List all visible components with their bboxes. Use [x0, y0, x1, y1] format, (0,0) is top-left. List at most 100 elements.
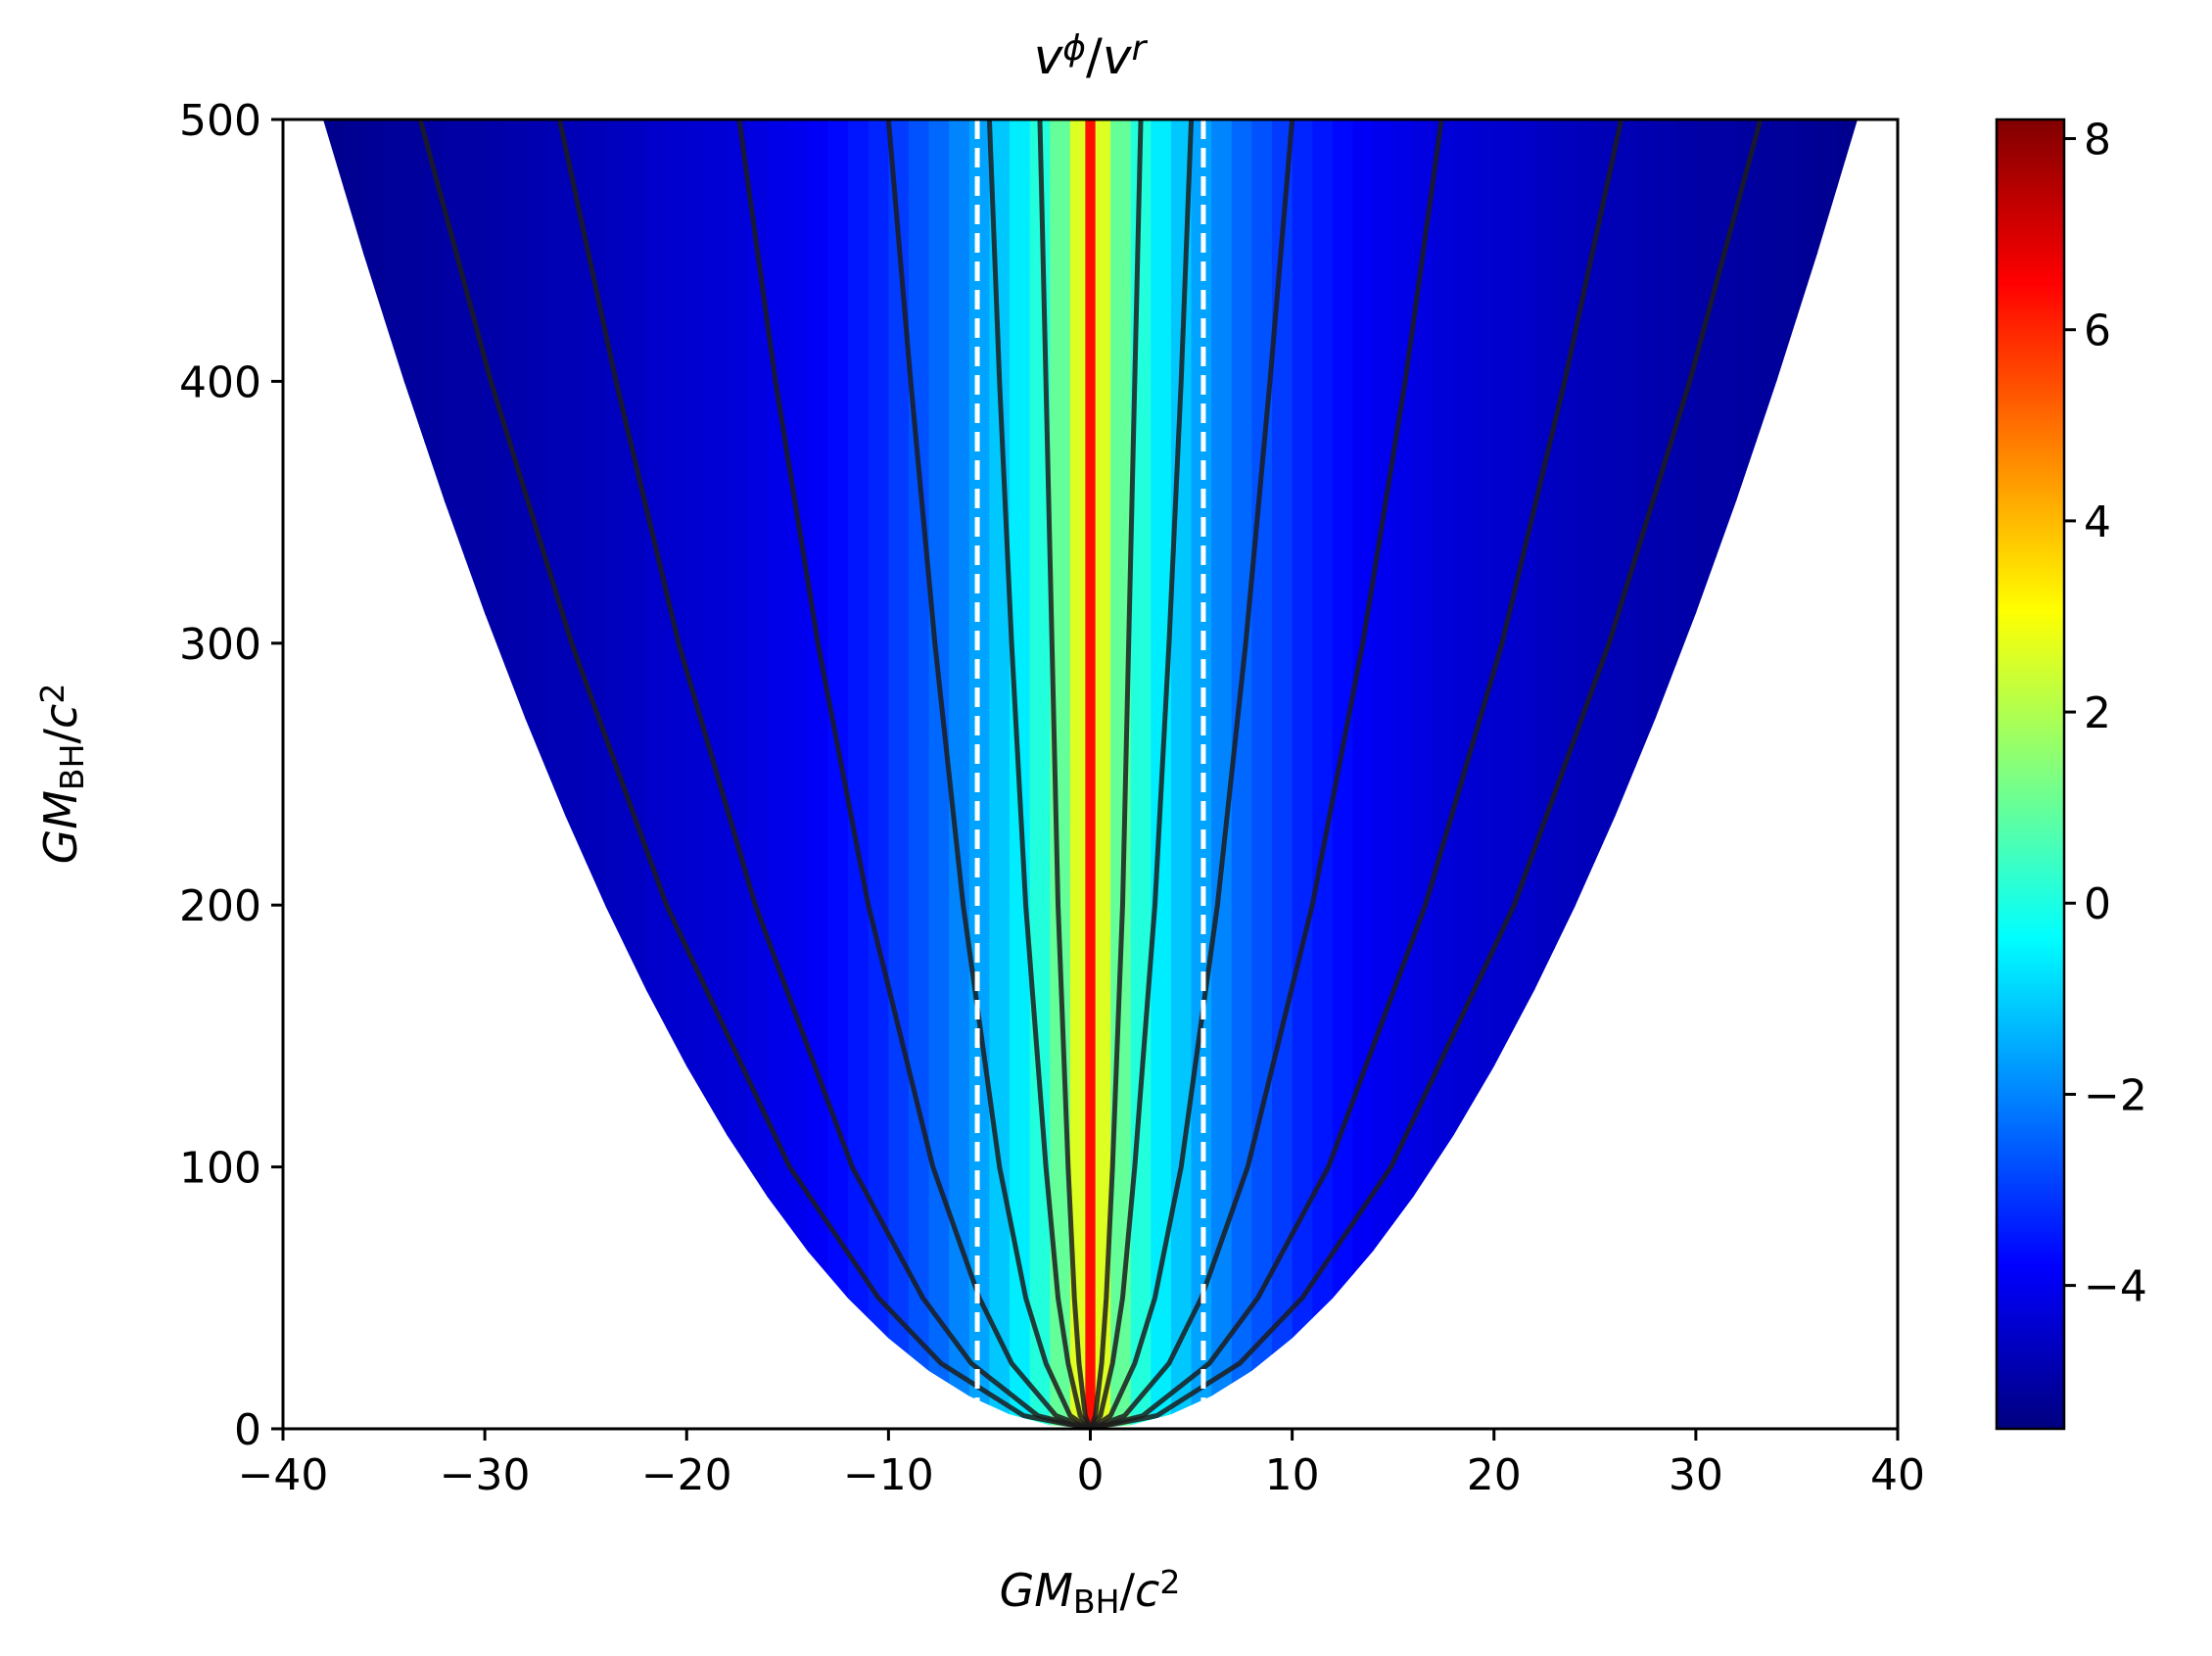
colorbar-tick-label: 0 — [2084, 879, 2111, 929]
contour-line — [1088, 119, 1144, 1429]
text-segment: r — [1131, 28, 1148, 69]
heatmap-cell — [807, 119, 829, 1429]
heatmap-cell — [1514, 119, 1535, 1429]
heatmap-cell — [1130, 119, 1152, 1429]
chart-title: vϕ/vr — [1034, 28, 1149, 85]
heatmap-cell — [1493, 119, 1515, 1429]
heatmap-cell — [343, 119, 365, 1429]
heatmap-cell — [485, 119, 506, 1429]
text-segment: GM — [1000, 1564, 1073, 1617]
x-tick-label: 0 — [1077, 1450, 1105, 1500]
text-segment: BH — [1073, 1583, 1120, 1621]
text-segment: 2 — [1159, 1563, 1180, 1601]
colorbar-tick-label: 4 — [2084, 497, 2111, 547]
axes-ticks: −40 −30 −20 −10 0 10 20 30 400100200300400500−4−… — [179, 96, 2147, 1500]
heatmap-cell — [565, 119, 587, 1429]
heatmap-cell — [1796, 119, 1818, 1429]
contour-line — [1089, 119, 1444, 1429]
y-tick-label: 200 — [179, 881, 261, 931]
heatmap-cell — [1554, 119, 1576, 1429]
heatmap-cell — [444, 119, 466, 1429]
heatmap-cell — [1655, 119, 1676, 1429]
y-tick-label: 100 — [179, 1144, 261, 1194]
heatmap-cell — [1292, 119, 1313, 1429]
contour-line — [1089, 119, 1295, 1429]
colorbar-tick-label: 6 — [2084, 307, 2111, 356]
text-segment: c — [34, 704, 87, 729]
heatmap-cell — [827, 119, 849, 1429]
heatmap-cell — [1332, 119, 1354, 1429]
y-tick-label: 400 — [179, 357, 261, 407]
contour-line — [986, 119, 1093, 1429]
text-segment: v — [1034, 28, 1064, 85]
heatmap-cell — [626, 119, 647, 1429]
heatmap-cell — [1594, 119, 1617, 1429]
heatmap-cell — [323, 119, 345, 1429]
x-tick-label: 20 — [1467, 1450, 1522, 1500]
contour-line — [1089, 119, 1624, 1429]
x-tick-label: −30 — [440, 1450, 531, 1500]
heatmap-cell — [504, 119, 526, 1429]
contour-line — [1090, 119, 1764, 1429]
heatmap-cell — [908, 119, 930, 1429]
y-axis-label: GMBH/c2 — [33, 684, 91, 865]
colorbar-tick-label: 8 — [2084, 116, 2111, 166]
heatmap-cell — [1635, 119, 1657, 1429]
contour-line — [556, 119, 1092, 1429]
heatmap-cell — [544, 119, 567, 1429]
text-segment: / — [1086, 28, 1103, 85]
text-segment: 2 — [33, 684, 71, 704]
heatmap-cell — [1312, 119, 1334, 1429]
heatmap-cell — [949, 119, 970, 1429]
x-tick-label: 10 — [1265, 1450, 1320, 1500]
heatmap-cell — [928, 119, 950, 1429]
heatmap-cell — [605, 119, 628, 1429]
colorbar-tick-label: 2 — [2084, 688, 2111, 738]
text-segment: / — [1120, 1564, 1136, 1617]
colorbar-tick-label: −2 — [2084, 1070, 2147, 1120]
heatmap-cell — [868, 119, 889, 1429]
heatmap-cell — [1231, 119, 1252, 1429]
heatmap-cell — [686, 119, 708, 1429]
heatmap-cell — [989, 119, 1011, 1429]
heatmap-cell — [525, 119, 546, 1429]
y-tick-label: 500 — [179, 96, 261, 146]
heatmap-cell — [1736, 119, 1758, 1429]
heatmap-cell — [787, 119, 809, 1429]
heatmap-cell — [767, 119, 788, 1429]
heatmap-cell — [424, 119, 446, 1429]
heatmap-cell — [363, 119, 385, 1429]
heatmap-cell — [888, 119, 910, 1429]
heatmap-cell — [1474, 119, 1495, 1429]
colorbar-tick-label: −4 — [2084, 1262, 2147, 1312]
contour-line — [1088, 119, 1195, 1429]
heatmap — [323, 119, 1858, 1429]
heatmap-cell — [1069, 119, 1086, 1429]
x-axis-label: GMBH/c2 — [1000, 1563, 1181, 1621]
contour-line — [1037, 119, 1093, 1429]
text-segment: / — [34, 728, 87, 743]
heatmap-cell — [1251, 119, 1273, 1429]
heatmap-cell — [1392, 119, 1414, 1429]
heatmap-cell — [1272, 119, 1294, 1429]
contours — [417, 119, 1764, 1429]
overlays — [974, 119, 1206, 1429]
heatmap-cell — [646, 119, 668, 1429]
x-tick-label: 40 — [1870, 1450, 1925, 1500]
text-segment: v — [1103, 28, 1133, 85]
heatmap-cell — [1413, 119, 1435, 1429]
heatmap-cell — [1837, 119, 1858, 1429]
heatmap-cell — [1352, 119, 1374, 1429]
heatmap-cell — [747, 119, 769, 1429]
x-tick-label: 30 — [1669, 1450, 1723, 1500]
heatmap-cell — [1085, 119, 1097, 1429]
heatmap-cell — [1776, 119, 1798, 1429]
heatmap-cell — [1095, 119, 1111, 1429]
heatmap-cell — [1029, 119, 1051, 1429]
heatmap-cell — [1675, 119, 1697, 1429]
heatmap-cell — [1615, 119, 1636, 1429]
contour-line — [736, 119, 1092, 1429]
contour-line — [885, 119, 1092, 1429]
